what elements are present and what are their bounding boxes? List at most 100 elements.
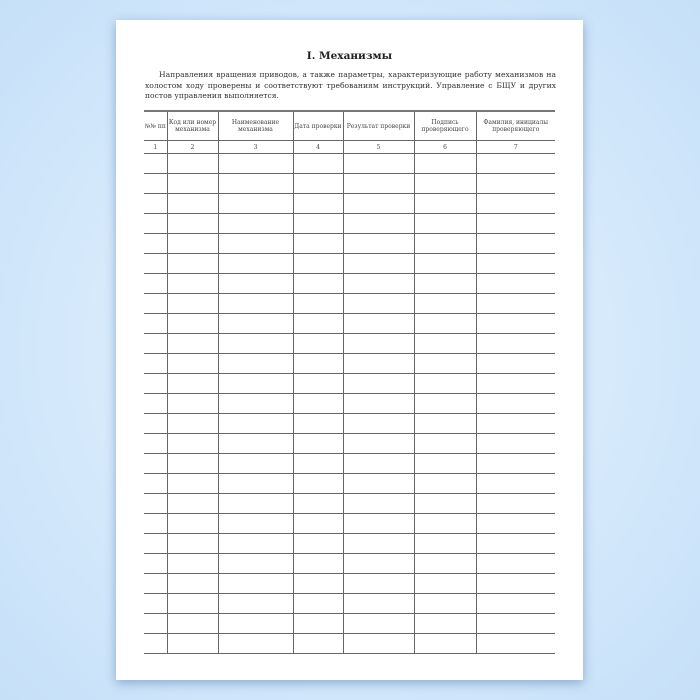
- table-cell: [342, 273, 415, 294]
- table-cell: [292, 293, 344, 314]
- table-cell: [475, 353, 555, 374]
- table-row: [144, 313, 555, 334]
- table-cell: [217, 393, 294, 414]
- table-row: [144, 333, 555, 354]
- table-cell: [413, 333, 477, 354]
- table-cell: [144, 393, 168, 414]
- table-cell: [144, 233, 168, 254]
- table-cell: [217, 153, 294, 174]
- table-cell: [166, 153, 219, 174]
- table-cell: [166, 573, 219, 594]
- table-cell: [166, 333, 219, 354]
- table-cell: [166, 613, 219, 634]
- table-cell: [144, 453, 168, 474]
- table-cell: [292, 453, 344, 474]
- table-cell: [292, 153, 344, 174]
- table-cell: [475, 513, 555, 534]
- table-cell: [166, 213, 219, 234]
- table-cell: [475, 433, 555, 454]
- table-cell: [413, 553, 477, 574]
- table-cell: [166, 273, 219, 294]
- table-cell: [413, 493, 477, 514]
- table-cell: [342, 433, 415, 454]
- column-header: №№ пп: [144, 110, 168, 141]
- table-cell: [475, 313, 555, 334]
- table-row: [144, 213, 555, 234]
- table-cell: [217, 593, 294, 614]
- table-cell: [166, 473, 219, 494]
- table-cell: [144, 533, 168, 554]
- table-cell: [292, 393, 344, 414]
- table-cell: [342, 613, 415, 634]
- table-cell: [292, 513, 344, 534]
- table-cell: [342, 293, 415, 314]
- table-cell: [217, 453, 294, 474]
- table-cell: [475, 553, 555, 574]
- table-cell: [144, 313, 168, 334]
- table-cell: [342, 453, 415, 474]
- column-header: Подпись проверяющего: [413, 110, 477, 141]
- table-cell: [342, 313, 415, 334]
- table-cell: [144, 493, 168, 514]
- table-cell: [144, 553, 168, 574]
- table-cell: [342, 573, 415, 594]
- table-cell: [292, 433, 344, 454]
- table-cell: [166, 393, 219, 414]
- table-cell: [413, 533, 477, 554]
- table-cell: [144, 353, 168, 374]
- table-cell: [475, 193, 555, 214]
- table-cell: [292, 233, 344, 254]
- table-cell: [166, 313, 219, 334]
- table-cell: [144, 613, 168, 634]
- table-cell: [475, 273, 555, 294]
- table-cell: [292, 593, 344, 614]
- table-cell: [292, 613, 344, 634]
- table-cell: [144, 333, 168, 354]
- column-header: Фамилия, инициалы проверяющего: [475, 110, 555, 141]
- table-cell: [144, 253, 168, 274]
- table-cell: [342, 153, 415, 174]
- table-cell: [342, 413, 415, 434]
- table-cell: [166, 413, 219, 434]
- column-number: 2: [166, 140, 219, 154]
- table-cell: [342, 553, 415, 574]
- table-cell: [217, 173, 294, 194]
- table-cell: [217, 293, 294, 314]
- table-cell: [166, 193, 219, 214]
- table-cell: [292, 413, 344, 434]
- table-cell: [166, 493, 219, 514]
- table-row: [144, 193, 555, 214]
- table-cell: [166, 253, 219, 274]
- table-cell: [144, 153, 168, 174]
- table-cell: [475, 593, 555, 614]
- form-page: I. Механизмы Направления вращения привод…: [116, 20, 583, 680]
- table-cell: [342, 513, 415, 534]
- table-cell: [342, 193, 415, 214]
- table-cell: [292, 553, 344, 574]
- table-cell: [475, 573, 555, 594]
- column-number: 1: [144, 140, 168, 154]
- table-row: [144, 253, 555, 274]
- table-cell: [217, 413, 294, 434]
- table-cell: [166, 453, 219, 474]
- table-cell: [292, 273, 344, 294]
- table-cell: [166, 633, 219, 654]
- table-cell: [292, 493, 344, 514]
- table-cell: [475, 333, 555, 354]
- table-cell: [166, 173, 219, 194]
- table-cell: [217, 613, 294, 634]
- table-row: [144, 593, 555, 614]
- table-cell: [475, 633, 555, 654]
- table-cell: [144, 633, 168, 654]
- table-cell: [217, 513, 294, 534]
- table-cell: [292, 313, 344, 334]
- table-cell: [144, 413, 168, 434]
- table-row: [144, 153, 555, 174]
- table-cell: [217, 313, 294, 334]
- table-cell: [475, 453, 555, 474]
- table-row: [144, 273, 555, 294]
- table-cell: [475, 413, 555, 434]
- table-cell: [475, 533, 555, 554]
- table-cell: [413, 473, 477, 494]
- table-cell: [475, 173, 555, 194]
